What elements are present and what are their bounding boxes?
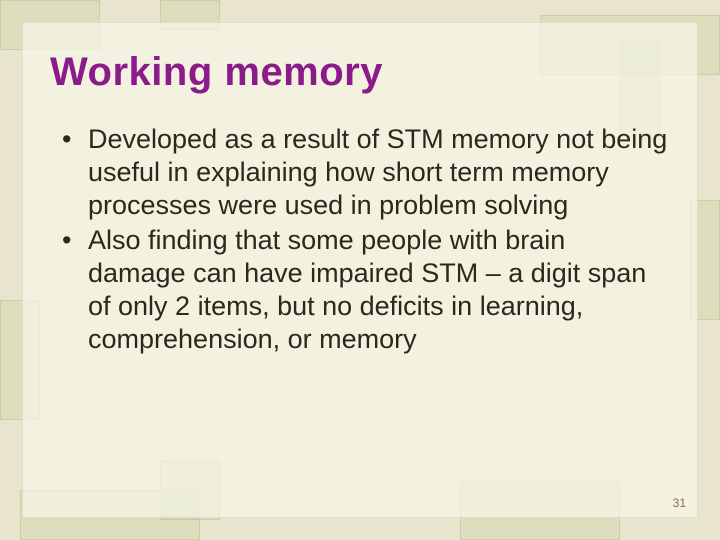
- slide: Working memory Developed as a result of …: [0, 0, 720, 540]
- bullet-item: Developed as a result of STM memory not …: [60, 123, 670, 222]
- bullet-list: Developed as a result of STM memory not …: [50, 123, 670, 356]
- bullet-item: Also finding that some people with brain…: [60, 224, 670, 356]
- page-number: 31: [673, 496, 686, 510]
- slide-title: Working memory: [50, 50, 670, 95]
- slide-content: Working memory Developed as a result of …: [50, 50, 670, 510]
